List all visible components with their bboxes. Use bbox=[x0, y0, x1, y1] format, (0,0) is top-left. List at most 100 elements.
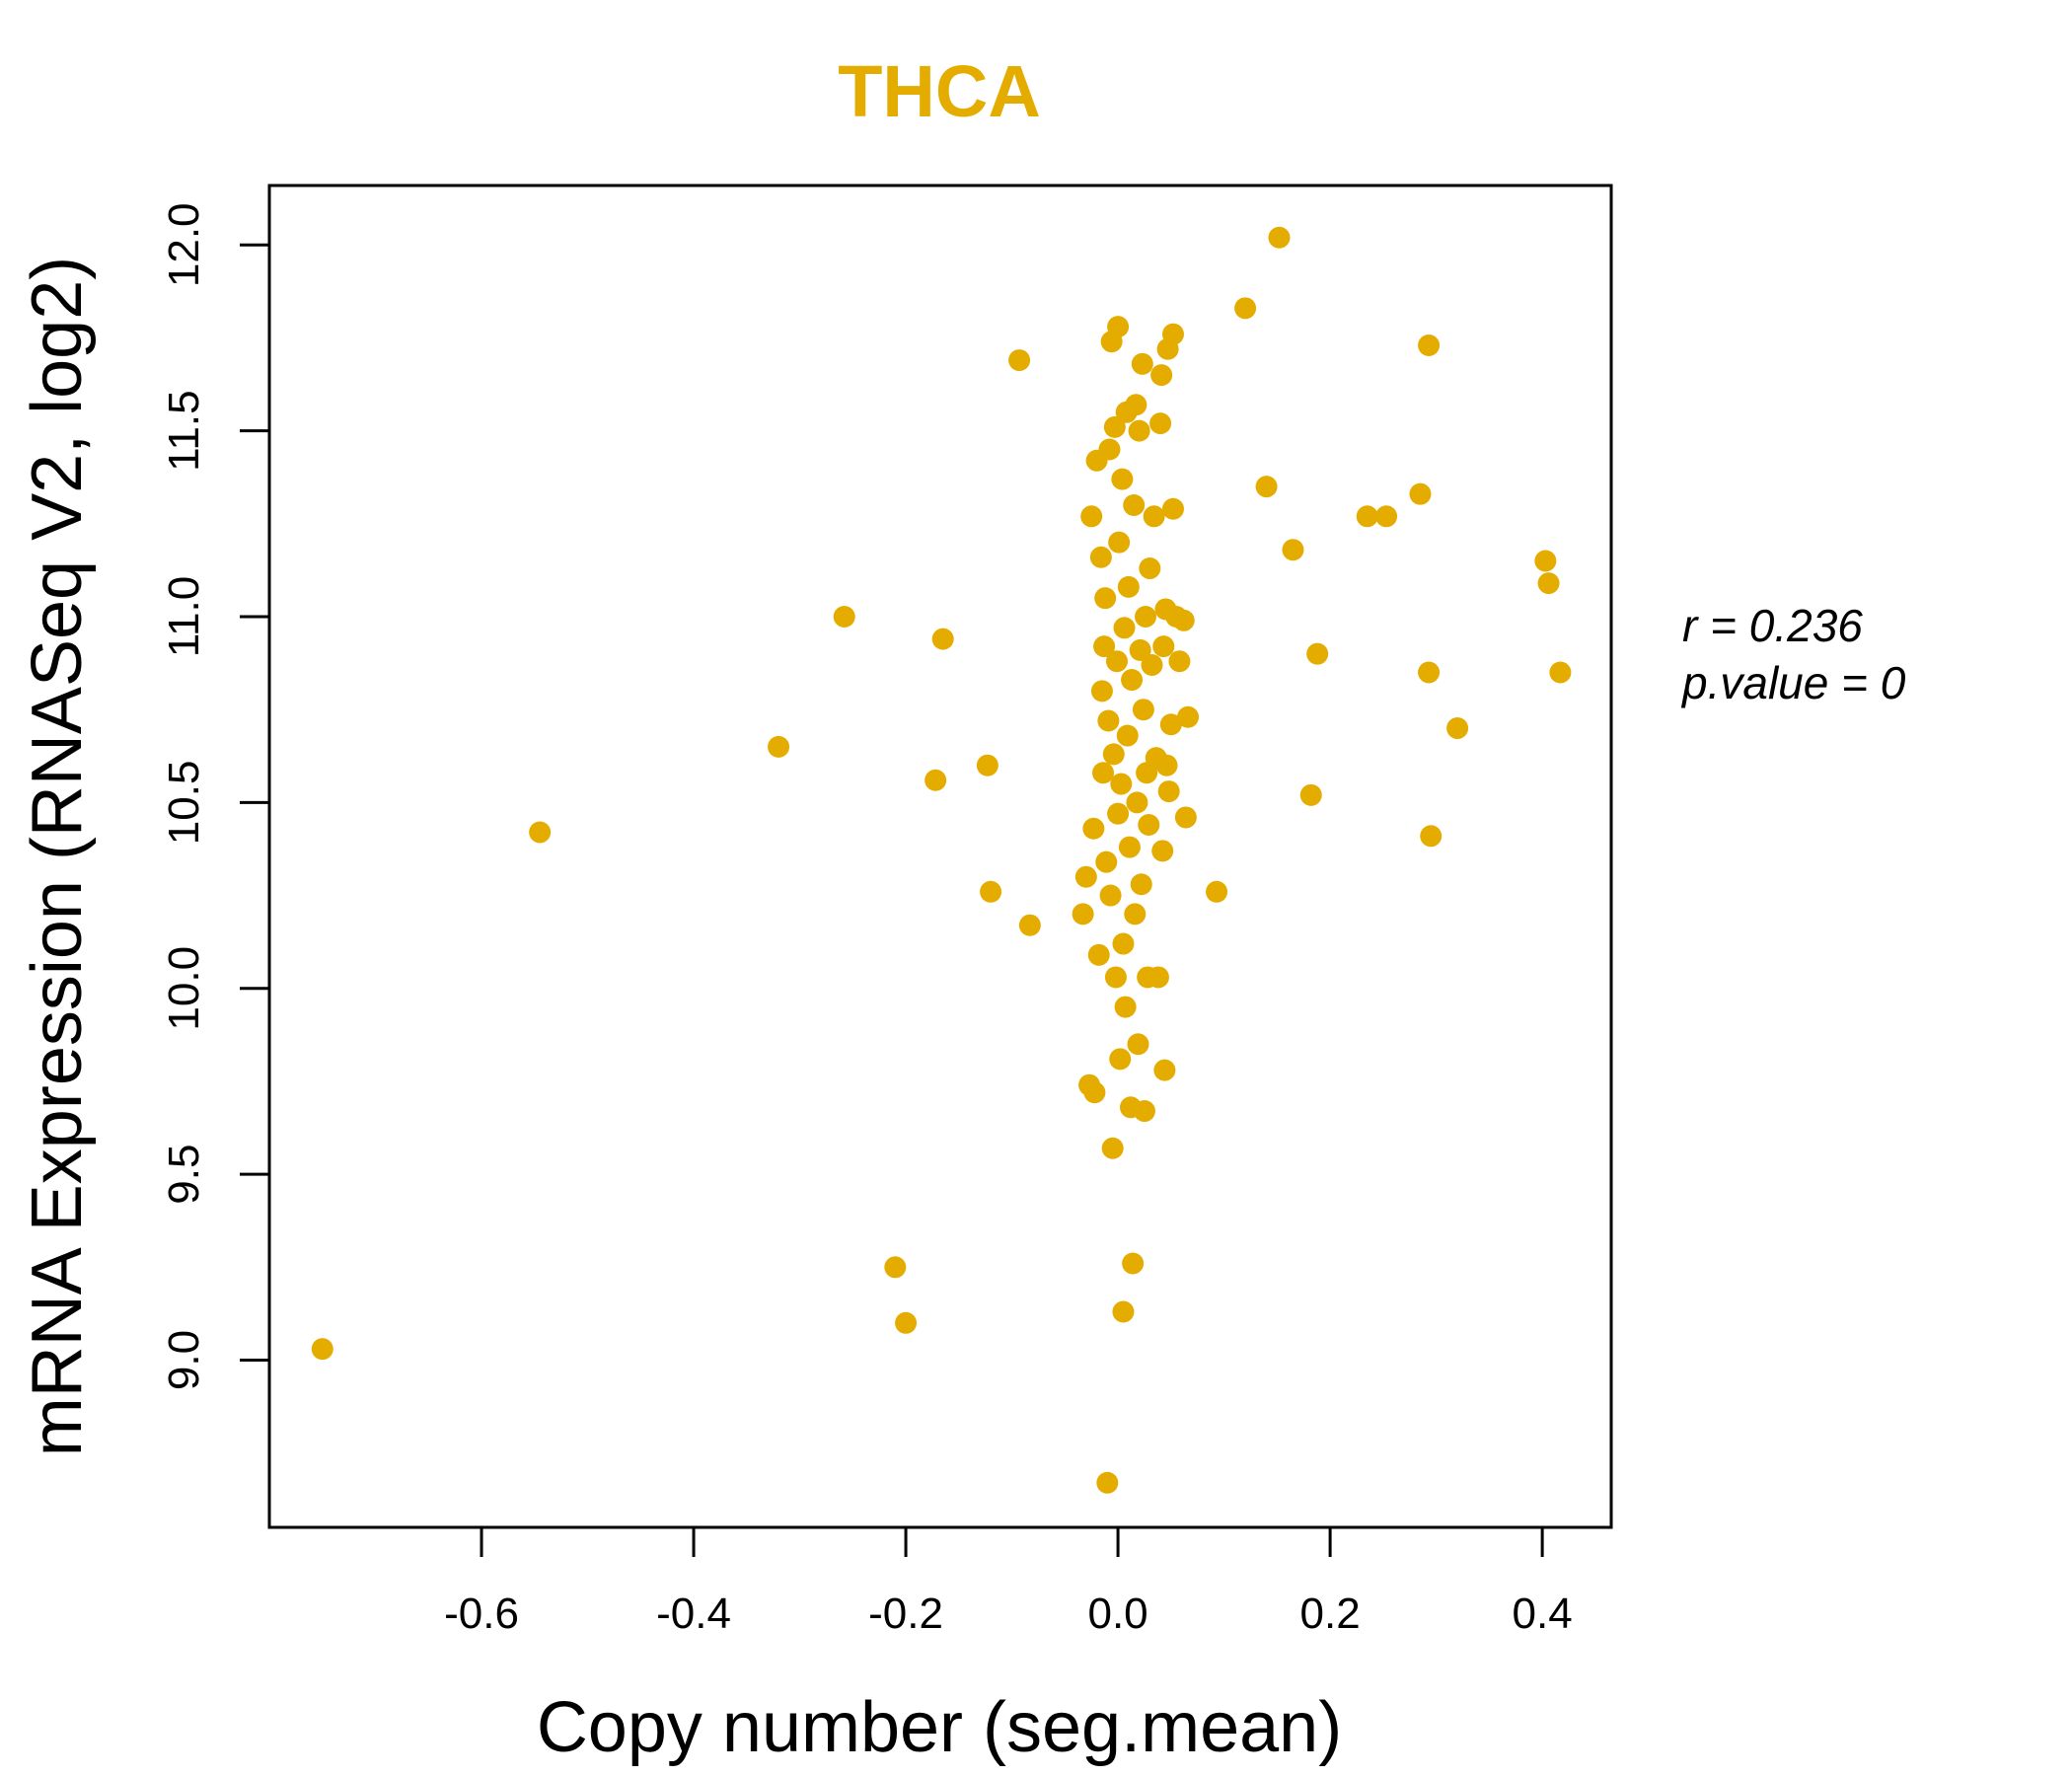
data-point bbox=[529, 821, 552, 844]
data-point bbox=[1083, 1081, 1106, 1104]
data-point bbox=[1126, 791, 1148, 814]
data-point bbox=[1104, 966, 1127, 989]
data-point bbox=[1008, 349, 1031, 372]
data-point bbox=[311, 1338, 333, 1361]
data-point bbox=[1155, 754, 1178, 777]
data-point bbox=[1128, 419, 1150, 442]
data-point bbox=[1080, 505, 1103, 528]
p-value-label: p.value = 0 bbox=[1680, 657, 1906, 708]
data-point bbox=[1133, 1100, 1155, 1123]
chart-title: THCA bbox=[838, 50, 1041, 132]
data-point bbox=[1096, 1471, 1119, 1494]
data-point bbox=[1130, 873, 1152, 896]
x-tick-label: 0.4 bbox=[1513, 1590, 1573, 1638]
data-point bbox=[1549, 661, 1572, 684]
data-point bbox=[1161, 323, 1184, 345]
data-point bbox=[1117, 575, 1140, 598]
y-tick-label: 11.5 bbox=[160, 390, 208, 471]
data-point bbox=[1157, 780, 1180, 803]
data-points bbox=[311, 226, 1572, 1494]
data-point bbox=[980, 880, 1002, 903]
data-point bbox=[1109, 1048, 1132, 1071]
data-point bbox=[1099, 884, 1122, 907]
data-point bbox=[1131, 352, 1153, 375]
data-point bbox=[1114, 996, 1137, 1018]
data-point bbox=[1082, 817, 1105, 840]
data-point bbox=[1124, 903, 1147, 925]
y-tick-label: 10.0 bbox=[160, 946, 208, 1031]
x-tick-label: 0.0 bbox=[1087, 1590, 1147, 1638]
plot-frame bbox=[267, 184, 1613, 1529]
data-point bbox=[1106, 650, 1129, 673]
data-point bbox=[1107, 316, 1130, 338]
data-point bbox=[1409, 482, 1432, 505]
data-point bbox=[1089, 546, 1112, 568]
x-tick-label: -0.4 bbox=[656, 1590, 731, 1638]
data-point bbox=[1110, 773, 1133, 795]
data-point bbox=[1150, 364, 1173, 387]
data-point bbox=[1116, 724, 1139, 747]
x-tick-label: -0.6 bbox=[444, 1590, 519, 1638]
y-tick-label: 10.5 bbox=[160, 761, 208, 846]
data-point bbox=[1018, 914, 1041, 936]
data-point bbox=[1141, 653, 1163, 676]
data-point bbox=[1177, 705, 1200, 728]
data-point bbox=[1172, 609, 1195, 631]
data-point bbox=[1418, 661, 1441, 684]
data-point bbox=[1123, 493, 1146, 516]
data-point bbox=[1118, 836, 1141, 858]
x-tick-label: 0.2 bbox=[1300, 1590, 1361, 1638]
data-point bbox=[1159, 713, 1182, 736]
data-point bbox=[1149, 412, 1172, 435]
data-point bbox=[1420, 825, 1443, 848]
y-tick-label: 9.0 bbox=[160, 1330, 208, 1390]
data-point bbox=[1375, 505, 1398, 528]
data-point bbox=[1161, 497, 1184, 520]
data-point bbox=[1132, 699, 1154, 721]
data-point bbox=[1097, 709, 1120, 732]
data-point bbox=[1129, 638, 1151, 661]
data-point bbox=[1090, 680, 1113, 703]
data-point bbox=[1151, 840, 1174, 862]
data-point bbox=[1125, 394, 1147, 416]
data-point bbox=[1152, 635, 1175, 658]
data-point bbox=[833, 606, 855, 629]
data-point bbox=[1092, 762, 1115, 784]
data-point bbox=[1112, 932, 1135, 955]
data-point bbox=[1122, 1252, 1145, 1275]
data-point bbox=[925, 769, 947, 791]
y-axis-label: mRNA Expression (RNASeq V2, log2) bbox=[18, 257, 97, 1456]
data-point bbox=[1098, 438, 1121, 461]
data-point bbox=[1534, 550, 1557, 572]
data-point bbox=[931, 628, 954, 650]
data-point bbox=[1153, 1059, 1176, 1081]
data-point bbox=[1113, 617, 1136, 639]
x-tick-label: -0.2 bbox=[868, 1590, 943, 1638]
data-point bbox=[1268, 226, 1291, 249]
data-point bbox=[1147, 966, 1169, 989]
data-point bbox=[1446, 717, 1469, 740]
data-point bbox=[768, 735, 790, 758]
data-point bbox=[1418, 333, 1441, 356]
data-point bbox=[1138, 813, 1160, 836]
x-axis: -0.6 -0.4 -0.2 0.0 0.2 0.4 bbox=[444, 1525, 1573, 1638]
data-point bbox=[1095, 851, 1118, 873]
data-point bbox=[1093, 635, 1116, 658]
data-point bbox=[1108, 531, 1131, 554]
data-point bbox=[1299, 783, 1322, 806]
data-point bbox=[1356, 505, 1378, 528]
correlation-label: r = 0.236 bbox=[1682, 600, 1863, 651]
data-point bbox=[895, 1311, 918, 1334]
data-point bbox=[1537, 572, 1560, 595]
data-point bbox=[1102, 743, 1125, 766]
data-point bbox=[1306, 642, 1329, 665]
y-axis: 9.0 9.5 10.0 10.5 11.0 11.5 12.0 bbox=[160, 202, 271, 1390]
data-point bbox=[1107, 802, 1130, 825]
data-point bbox=[1103, 415, 1126, 438]
data-point bbox=[1139, 557, 1161, 580]
data-point bbox=[1101, 1137, 1124, 1159]
data-point bbox=[1121, 669, 1144, 692]
y-tick-label: 12.0 bbox=[160, 202, 208, 287]
data-point bbox=[884, 1256, 907, 1279]
